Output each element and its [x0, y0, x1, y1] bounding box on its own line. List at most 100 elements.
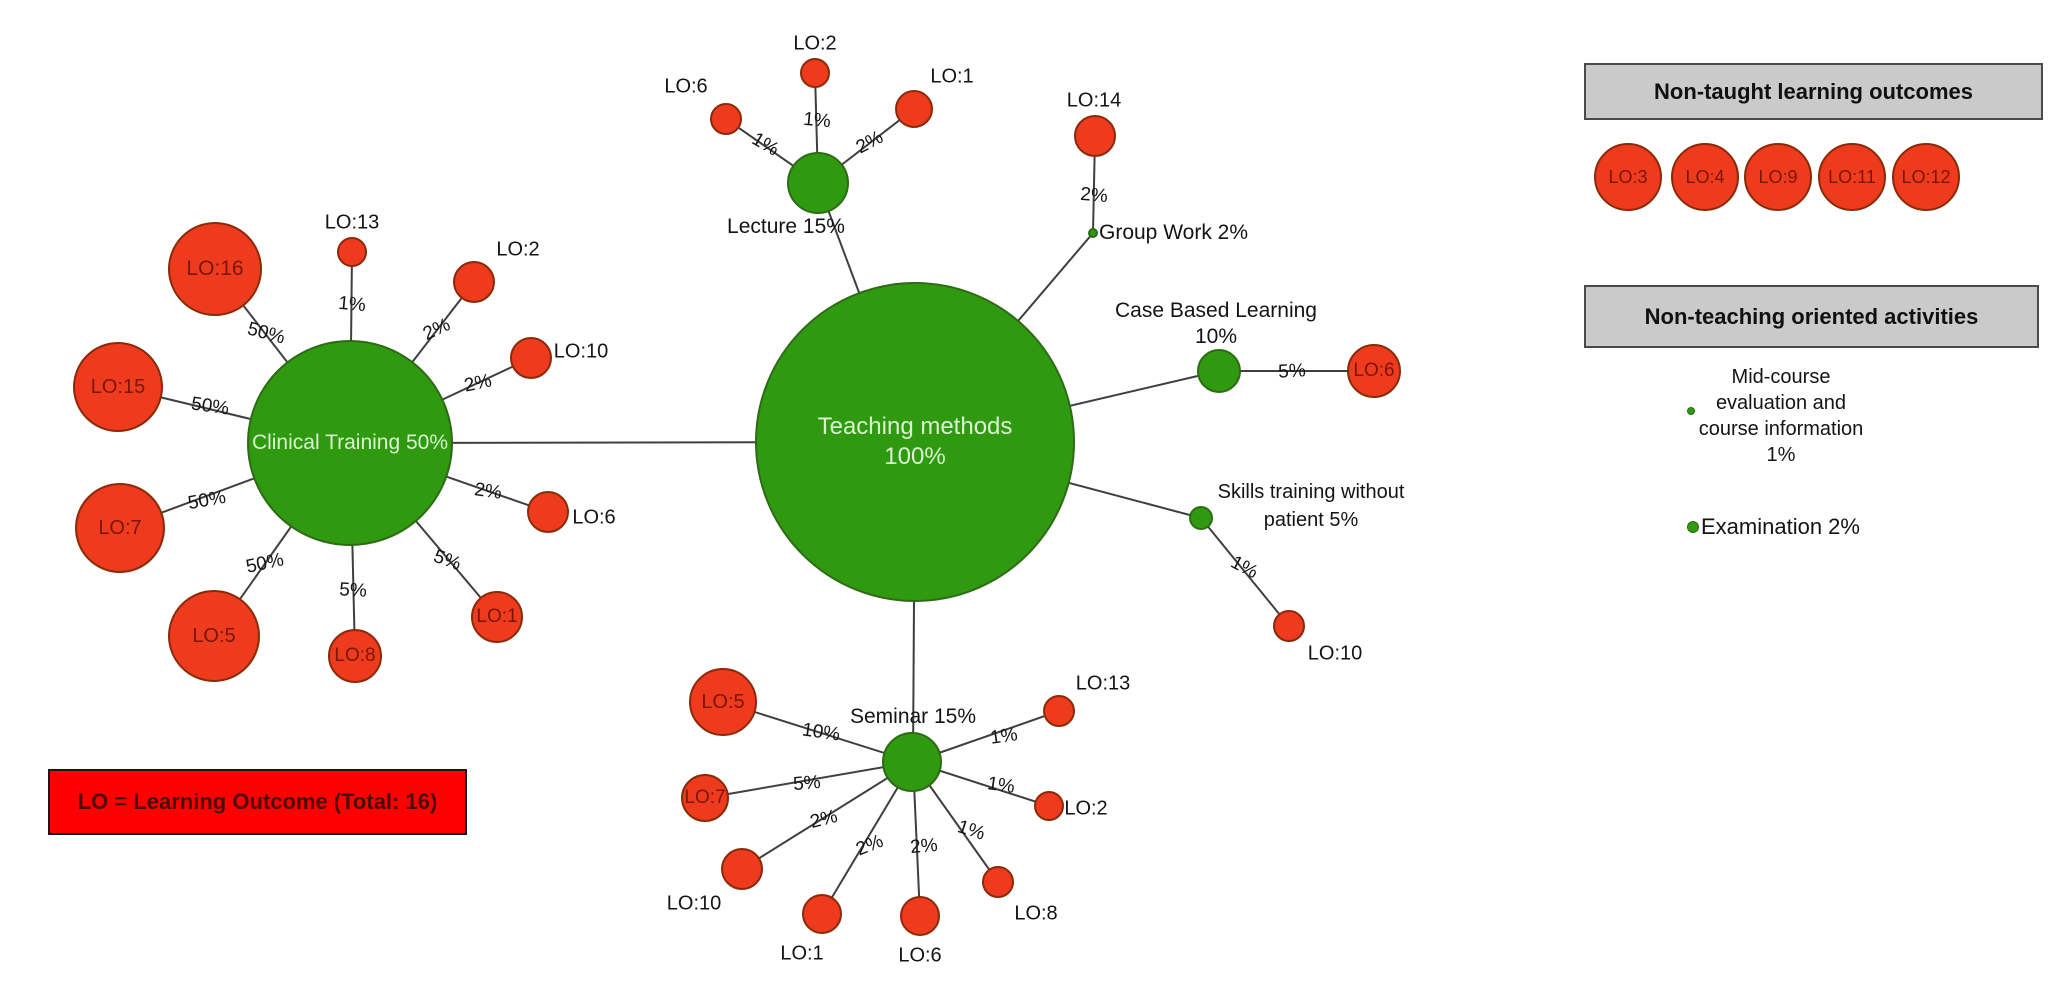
node-clinical-lo7: LO:7	[75, 483, 165, 573]
node-non-taught-lo12: LO:12	[1892, 143, 1960, 211]
case-based-lo6-label: LO:6	[1353, 360, 1395, 381]
pct-case-based-lo6: 5%	[1277, 360, 1307, 383]
node-seminar-lo1	[802, 894, 842, 934]
clinical-lo16-label: LO:16	[186, 257, 244, 280]
skills-label-line1: Skills training without	[1217, 481, 1405, 503]
legend-non-teaching-title: Non-teaching oriented activities	[1644, 303, 1979, 329]
clinical-lo10-label: LO:10	[553, 340, 609, 363]
clinical-lo1-label: LO:1	[476, 606, 518, 627]
node-non-taught-lo4: LO:4	[1671, 143, 1739, 211]
node-clinical-lo6	[527, 491, 569, 533]
node-clinical-training: Clinical Training 50%	[247, 340, 453, 546]
pct-seminar-lo2: 1%	[986, 773, 1017, 798]
clinical-lo7-label: LO:7	[98, 516, 142, 539]
node-clinical-lo13	[337, 237, 367, 267]
node-seminar-lo13	[1043, 695, 1075, 727]
mid-course-line2: evaluation and	[1715, 392, 1847, 414]
node-lecture-lo2	[800, 58, 830, 88]
node-teaching-methods: Teaching methods 100%	[755, 282, 1075, 602]
mid-course-line3: course information	[1698, 418, 1864, 440]
legend-non-taught-title: Non-taught learning outcomes	[1654, 78, 1973, 104]
seminar-lo1-label: LO:1	[780, 942, 824, 965]
node-non-taught-lo9: LO:9	[1744, 143, 1812, 211]
pct-seminar-lo7: 5%	[792, 771, 822, 796]
seminar-lo10-label: LO:10	[666, 892, 722, 915]
clinical-training-label: Clinical Training 50%	[251, 430, 449, 454]
case-based-cluster-label: Case Based Learning 10%	[1115, 298, 1317, 350]
seminar-lo6-label: LO:6	[898, 944, 942, 967]
node-seminar-lo10	[721, 848, 763, 890]
edge-seminar-lo10	[741, 761, 914, 870]
node-lecture-lo1	[895, 90, 933, 128]
node-seminar-lo5: LO:5	[689, 668, 757, 736]
node-seminar-lo7: LO:7	[681, 774, 729, 822]
clinical-lo5-label: LO:5	[192, 624, 236, 647]
clinical-lo15-label: LO:15	[90, 375, 146, 398]
node-group-work	[1088, 228, 1098, 238]
pct-lecture-lo2: 1%	[802, 108, 832, 133]
mid-course-dot-icon	[1687, 407, 1695, 415]
clinical-lo6-label: LO:6	[572, 506, 616, 529]
teaching-methods-label-line2: 100%	[884, 443, 946, 470]
node-clinical-lo16: LO:16	[168, 222, 262, 316]
seminar-lo13-label: LO:13	[1075, 672, 1131, 695]
non-taught-lo4-label: LO:4	[1685, 166, 1725, 187]
case-based-label-line2: 10%	[1194, 325, 1238, 348]
seminar-lo5-label: LO:5	[701, 690, 745, 713]
lo-note-label: LO = Learning Outcome (Total: 16)	[77, 789, 438, 814]
non-taught-lo12-label: LO:12	[1901, 166, 1951, 187]
lecture-cluster-label: Lecture 15%	[727, 215, 845, 238]
edge-seminar-lo7	[704, 761, 914, 799]
node-seminar-lo2	[1034, 791, 1064, 821]
node-seminar-lo8	[982, 866, 1014, 898]
pct-clinical-lo6: 2%	[473, 479, 504, 504]
node-skills-training	[1189, 506, 1213, 530]
legend-non-taught-header: Non-taught learning outcomes	[1584, 63, 2043, 120]
node-case-based-learning	[1197, 349, 1241, 393]
node-group-work-lo14	[1074, 115, 1116, 157]
lecture-lo6-label: LO:6	[664, 75, 708, 98]
node-clinical-lo2	[453, 261, 495, 303]
seminar-lo2-label: LO:2	[1064, 797, 1108, 820]
seminar-lo8-label: LO:8	[1014, 902, 1058, 925]
non-taught-lo11-label: LO:11	[1828, 166, 1876, 187]
clinical-lo2-label: LO:2	[496, 238, 540, 261]
node-non-taught-lo3: LO:3	[1594, 143, 1662, 211]
clinical-lo13-label: LO:13	[324, 211, 380, 234]
node-non-taught-lo11: LO:11	[1818, 143, 1886, 211]
examination-label: Examination 2%	[1701, 514, 1860, 539]
pct-clinical-lo8: 5%	[338, 579, 368, 602]
node-skills-lo10	[1273, 610, 1305, 642]
node-lecture-lo6	[710, 103, 742, 135]
group-work-cluster-label: Group Work 2%	[1099, 221, 1248, 244]
clinical-lo8-label: LO:8	[334, 645, 376, 666]
node-clinical-lo5: LO:5	[168, 590, 260, 682]
mid-course-label: Mid-course evaluation and course informa…	[1699, 364, 1864, 468]
node-clinical-lo15: LO:15	[73, 342, 163, 432]
node-seminar	[882, 732, 942, 792]
pct-clinical-lo13: 1%	[337, 292, 367, 317]
mid-course-line1: Mid-course	[1731, 366, 1831, 388]
teaching-methods-label: Teaching methods 100%	[818, 412, 1013, 472]
node-seminar-lo6	[900, 896, 940, 936]
skills-cluster-label: Skills training without patient 5%	[1218, 478, 1405, 534]
group-work-lo14-label: LO:14	[1066, 89, 1122, 112]
legend-non-teaching-header: Non-teaching oriented activities	[1584, 285, 2039, 348]
seminar-lo7-label: LO:7	[684, 787, 726, 808]
non-taught-lo3-label: LO:3	[1608, 166, 1648, 187]
node-clinical-lo8: LO:8	[328, 629, 382, 683]
mid-course-line4: 1%	[1766, 444, 1796, 466]
pct-seminar-lo13: 1%	[988, 724, 1019, 749]
lecture-lo2-label: LO:2	[793, 32, 837, 55]
skills-lo10-label: LO:10	[1307, 642, 1363, 665]
examination-dot-icon	[1687, 521, 1699, 533]
edge-skills-lo10	[1200, 517, 1290, 627]
pct-group-work-lo14: 2%	[1079, 183, 1109, 208]
seminar-cluster-label: Seminar 15%	[849, 705, 977, 728]
node-clinical-lo1: LO:1	[471, 591, 523, 643]
case-based-label-line1: Case Based Learning	[1115, 299, 1317, 322]
node-clinical-lo10	[510, 337, 552, 379]
skills-label-line2: patient 5%	[1263, 509, 1359, 531]
lecture-lo1-label: LO:1	[930, 65, 974, 88]
